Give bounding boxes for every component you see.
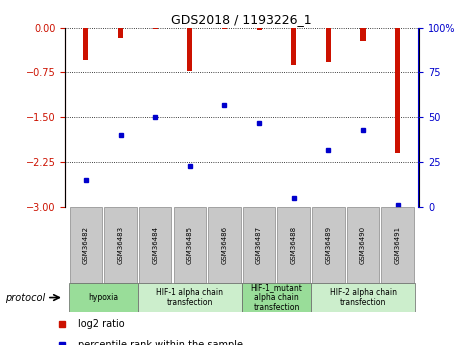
Bar: [118, 28, 123, 38]
Text: HIF-2 alpha chain
transfection: HIF-2 alpha chain transfection: [330, 288, 397, 307]
Text: GSM36489: GSM36489: [326, 226, 332, 264]
Bar: [326, 28, 331, 62]
Text: GSM36488: GSM36488: [291, 226, 297, 264]
FancyBboxPatch shape: [173, 207, 206, 283]
Bar: [360, 28, 365, 41]
Text: protocol: protocol: [5, 293, 45, 303]
Bar: [83, 28, 88, 60]
Text: GSM36490: GSM36490: [360, 226, 366, 264]
FancyBboxPatch shape: [208, 207, 241, 283]
Text: GSM36483: GSM36483: [118, 226, 124, 264]
FancyBboxPatch shape: [347, 207, 379, 283]
FancyBboxPatch shape: [381, 207, 414, 283]
Bar: [153, 28, 158, 29]
Bar: [291, 28, 296, 65]
FancyBboxPatch shape: [311, 284, 415, 312]
Text: GSM36487: GSM36487: [256, 226, 262, 264]
Bar: [395, 28, 400, 153]
Text: GSM36486: GSM36486: [221, 226, 227, 264]
Text: GSM36485: GSM36485: [187, 226, 193, 264]
Text: HIF-1_mutant
alpha chain
transfection: HIF-1_mutant alpha chain transfection: [251, 283, 302, 313]
FancyBboxPatch shape: [139, 207, 172, 283]
FancyBboxPatch shape: [312, 207, 345, 283]
Bar: [187, 28, 193, 71]
Text: hypoxia: hypoxia: [88, 293, 118, 302]
FancyBboxPatch shape: [278, 207, 310, 283]
Title: GDS2018 / 1193226_1: GDS2018 / 1193226_1: [172, 13, 312, 27]
FancyBboxPatch shape: [68, 284, 138, 312]
FancyBboxPatch shape: [104, 207, 137, 283]
Text: GSM36491: GSM36491: [395, 226, 401, 264]
Text: GSM36482: GSM36482: [83, 226, 89, 264]
Text: HIF-1 alpha chain
transfection: HIF-1 alpha chain transfection: [156, 288, 223, 307]
Text: log2 ratio: log2 ratio: [78, 319, 125, 329]
Text: percentile rank within the sample: percentile rank within the sample: [78, 341, 243, 345]
Text: GSM36484: GSM36484: [152, 226, 158, 264]
FancyBboxPatch shape: [243, 207, 275, 283]
Bar: [257, 28, 262, 30]
FancyBboxPatch shape: [242, 284, 311, 312]
FancyBboxPatch shape: [138, 284, 242, 312]
FancyBboxPatch shape: [70, 207, 102, 283]
Bar: [222, 28, 227, 29]
